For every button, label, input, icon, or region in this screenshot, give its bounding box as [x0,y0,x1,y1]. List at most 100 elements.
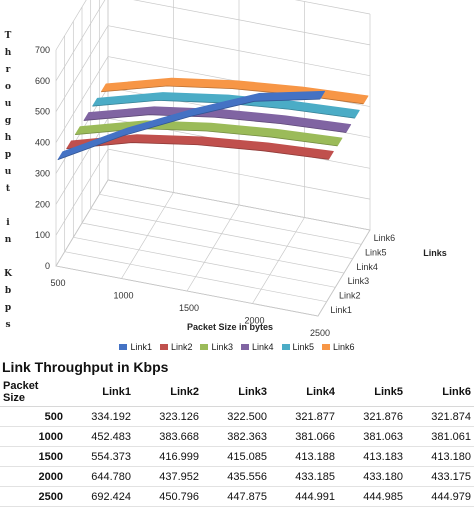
row-packet-size: 1500 [0,447,66,467]
table-cell: 413.188 [270,447,338,467]
y-tick-label: 300 [35,168,50,178]
table-cell: 321.874 [406,407,474,427]
legend-item-link2: Link2 [160,342,193,352]
table-cell: 415.085 [202,447,270,467]
floor-depth-gridline [91,209,353,259]
table-cell: 433.180 [338,467,406,487]
table-cell: 323.126 [134,407,202,427]
z-tick-label: Link5 [365,248,387,258]
y-axis-label-char: s [5,320,10,330]
header-link4: Link4 [270,378,338,407]
y-axis-label-char: h [5,48,12,58]
y-axis-label-char: t [6,184,11,194]
legend-item-link4: Link4 [241,342,274,352]
y-axis-label-char: b [5,286,11,296]
header-packet-size: Packet Size [0,378,66,407]
legend-swatch [282,344,290,350]
header-link5: Link5 [338,378,406,407]
table-cell: 383.668 [134,427,202,447]
y-axis-label-char: u [5,99,12,109]
y-axis-label-char: p [5,150,11,160]
table-cell: 321.877 [270,407,338,427]
floor-depth-gridline [73,237,335,287]
header-link1: Link1 [66,378,134,407]
chart-series [58,78,368,160]
z-tick-label: Link2 [339,291,361,301]
table-cell: 435.556 [202,467,270,487]
legend-swatch [200,344,208,350]
table-cell: 447.875 [202,487,270,507]
header-link2: Link2 [134,378,202,407]
row-packet-size: 2500 [0,487,66,507]
header-link3: Link3 [202,378,270,407]
table-cell: 433.175 [406,467,474,487]
table-cell: 413.180 [406,447,474,467]
table-cell: 334.192 [66,407,134,427]
y-axis-label-char: K [4,269,13,279]
table-cell: 416.999 [134,447,202,467]
z-tick-label: Link6 [374,233,396,243]
y-axis-label-char: n [5,235,12,245]
table-cell: 452.483 [66,427,134,447]
x-tick-label: 2500 [310,328,330,338]
z-tick-label: Link3 [348,276,370,286]
table-cell: 437.952 [134,467,202,487]
legend-label: Link3 [211,342,233,352]
y-tick-label: 100 [35,230,50,240]
floor-depth-gridline [99,194,361,244]
legend-label: Link4 [252,342,274,352]
table-cell: 321.876 [338,407,406,427]
table-cell: 382.363 [202,427,270,447]
legend-item-link1: Link1 [119,342,152,352]
chart-svg: 0100200300400500600700500100015002000250… [0,0,474,345]
y-axis-label-char: r [6,65,11,75]
y-axis-label-char: u [5,167,12,177]
table-cell: 692.424 [66,487,134,507]
row-packet-size: 500 [0,407,66,427]
legend-item-link6: Link6 [322,342,355,352]
table-cell: 381.066 [270,427,338,447]
chart-ticks: 0100200300400500600700500100015002000250… [35,45,395,338]
table-cell: 381.061 [406,427,474,447]
y-tick-label: 500 [35,107,50,117]
table-cell: 554.373 [66,447,134,467]
y-axis-label-char: o [5,82,11,92]
y-tick-label: 700 [35,45,50,55]
table-cell: 433.185 [270,467,338,487]
table-cell: 413.183 [338,447,406,467]
floor-depth-gridline [82,223,344,273]
table-cell: 450.796 [134,487,202,507]
y-axis-label-char: T [5,31,12,41]
legend-label: Link2 [171,342,193,352]
row-packet-size: 1000 [0,427,66,447]
x-axis-label: Packet Size in bytes [187,322,273,332]
y-tick-label: 600 [35,76,50,86]
x-tick-label: 500 [50,278,65,288]
legend-item-link3: Link3 [200,342,233,352]
z-axis-label: Links [423,248,447,258]
table-cell: 444.979 [406,487,474,507]
table-title: Link Throughput in Kbps [2,359,168,375]
z-tick-label: Link4 [356,262,378,272]
y-axis-label-char: p [5,303,11,313]
y-axis-label-char: h [5,133,12,143]
y-tick-label: 200 [35,199,50,209]
legend-swatch [322,344,330,350]
legend-swatch [160,344,168,350]
table-cell: 381.063 [338,427,406,447]
x-tick-label: 1000 [113,291,133,301]
table-cell: 444.985 [338,487,406,507]
y-tick-label: 400 [35,138,50,148]
legend-label: Link6 [333,342,355,352]
header-link6: Link6 [406,378,474,407]
